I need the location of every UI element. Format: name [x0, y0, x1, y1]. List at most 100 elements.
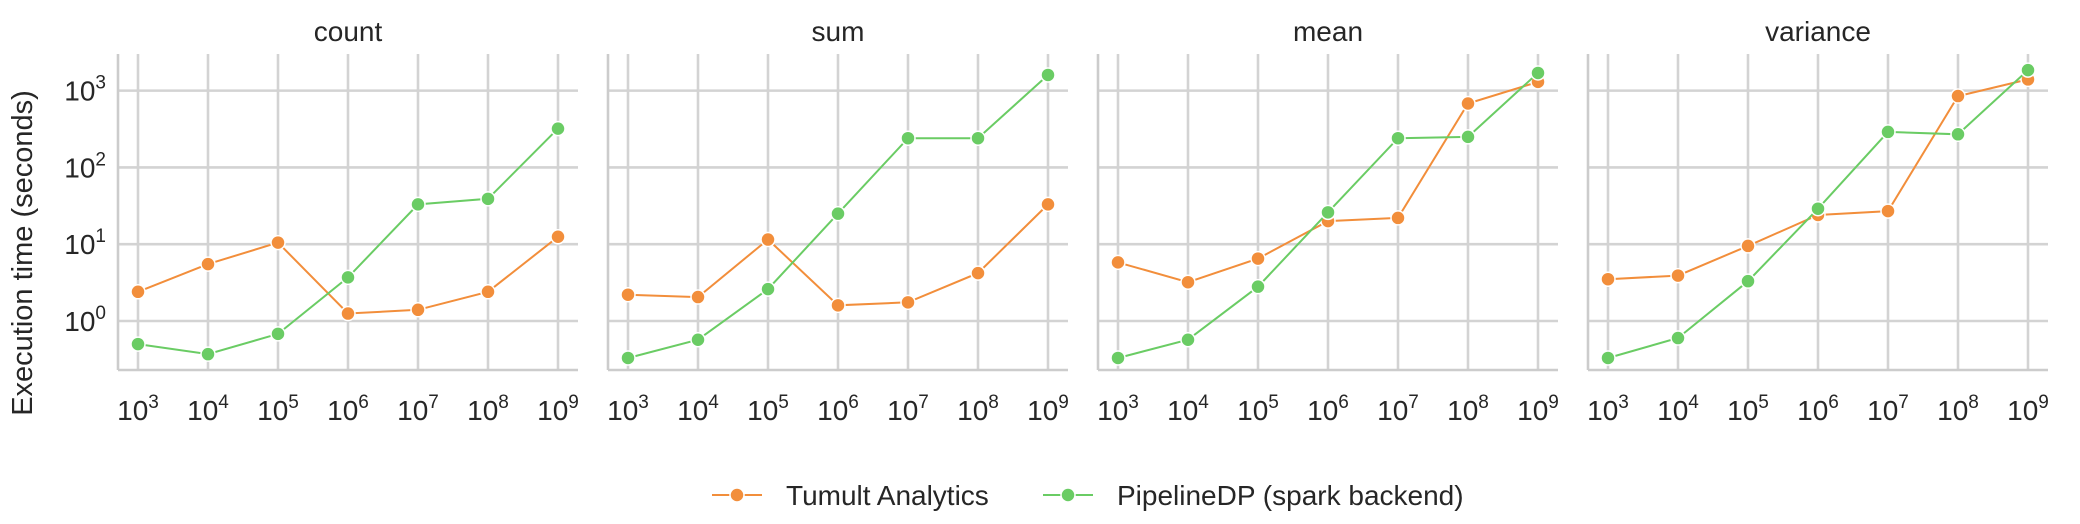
data-point-pipelinedp [270, 326, 286, 342]
legend-marker-pipelinedp [1060, 487, 1076, 503]
data-point-tumult [550, 229, 566, 245]
legend-label-pipelinedp: PipelineDP (spark backend) [1117, 480, 1464, 511]
data-point-pipelinedp [130, 336, 146, 352]
x-tick-label: 103 [1097, 392, 1139, 426]
panel-mean: mean 103 104 105 106 107 108 109 [1096, 16, 1559, 426]
data-point-pipelinedp [1320, 204, 1336, 221]
x-tick-label: 105 [257, 392, 299, 426]
data-point-tumult [1670, 267, 1686, 284]
panel-title: mean [1293, 16, 1363, 47]
data-point-tumult [900, 294, 916, 311]
x-tick-label: 108 [467, 392, 509, 426]
panel-variance: variance 103 104 105 106 107 108 109 [1586, 16, 2049, 426]
x-tick-label: 104 [1657, 392, 1699, 426]
data-point-pipelinedp [410, 196, 426, 213]
data-point-pipelinedp [200, 346, 216, 362]
x-tick-label: 104 [187, 392, 229, 426]
data-point-tumult [1950, 88, 1966, 104]
data-point-tumult [690, 289, 706, 305]
legend-label-tumult: Tumult Analytics [786, 480, 989, 511]
legend-marker-tumult [729, 487, 745, 503]
data-point-pipelinedp [1740, 273, 1756, 289]
data-point-pipelinedp [1810, 200, 1826, 217]
x-tick-label: 108 [1937, 392, 1979, 426]
data-point-pipelinedp [830, 205, 846, 222]
y-tick-label: 103 [64, 73, 106, 107]
data-point-tumult [620, 286, 636, 303]
x-tick-label: 107 [887, 392, 929, 426]
data-point-tumult [200, 256, 216, 272]
data-point-pipelinedp [690, 331, 706, 348]
data-point-pipelinedp [620, 350, 636, 366]
data-point-pipelinedp [760, 281, 776, 297]
data-point-tumult [340, 305, 356, 322]
x-tick-label: 103 [607, 392, 649, 426]
x-tick-label: 104 [677, 392, 719, 426]
panel-sum: sum 103 104 105 106 107 108 109 [606, 16, 1069, 426]
data-point-tumult [1460, 95, 1476, 112]
x-tick-label: 106 [817, 392, 859, 426]
data-point-tumult [1110, 254, 1126, 271]
data-point-pipelinedp [1390, 130, 1406, 146]
data-point-tumult [270, 234, 286, 251]
y-axis-label: Execution time (seconds) [7, 90, 39, 416]
data-point-pipelinedp [1460, 129, 1476, 145]
data-point-pipelinedp [1180, 331, 1196, 348]
data-point-pipelinedp [480, 191, 496, 207]
x-tick-label: 105 [747, 392, 789, 426]
data-point-tumult [410, 302, 426, 318]
x-tick-label: 107 [1377, 392, 1419, 426]
panel-title: count [314, 16, 383, 47]
panel-count: count 100 101 102 103 103 104 105 106 107 108 109 [64, 16, 579, 426]
data-point-tumult [1390, 210, 1406, 226]
x-tick-label: 109 [1517, 392, 1559, 426]
data-point-pipelinedp [1040, 67, 1056, 83]
data-point-pipelinedp [1880, 124, 1896, 140]
legend-item-pipelinedp: PipelineDP (spark backend) [1043, 480, 1464, 511]
x-tick-label: 108 [1447, 392, 1489, 426]
panel-title: sum [812, 16, 865, 47]
data-point-tumult [1250, 250, 1266, 267]
x-tick-label: 106 [1797, 392, 1839, 426]
data-point-tumult [1600, 271, 1616, 287]
data-point-tumult [970, 265, 986, 281]
data-point-pipelinedp [340, 269, 356, 286]
data-point-tumult [1880, 203, 1896, 219]
data-point-pipelinedp [1600, 350, 1616, 366]
x-tick-label: 106 [327, 392, 369, 426]
x-tick-label: 108 [957, 392, 999, 426]
data-point-pipelinedp [1670, 330, 1686, 346]
x-tick-label: 109 [537, 392, 579, 426]
legend-item-tumult: Tumult Analytics [712, 480, 989, 511]
x-tick-label: 109 [1027, 392, 1069, 426]
data-point-tumult [130, 284, 146, 300]
y-tick-label: 102 [64, 149, 106, 183]
data-point-pipelinedp [900, 130, 916, 146]
x-tick-label: 105 [1237, 392, 1279, 426]
panel-title: variance [1765, 16, 1871, 47]
x-tick-label: 107 [1867, 392, 1909, 426]
x-tick-label: 107 [397, 392, 439, 426]
x-tick-label: 109 [2007, 392, 2049, 426]
data-point-tumult [830, 297, 846, 314]
data-point-pipelinedp [1530, 65, 1546, 81]
x-tick-label: 104 [1167, 392, 1209, 426]
x-tick-label: 103 [117, 392, 159, 426]
x-tick-label: 103 [1587, 392, 1629, 426]
data-point-tumult [1740, 238, 1756, 254]
data-point-tumult [1180, 274, 1196, 290]
data-point-pipelinedp [550, 120, 566, 137]
data-point-pipelinedp [1110, 350, 1126, 366]
y-tick-label: 100 [64, 303, 106, 337]
x-tick-label: 105 [1727, 392, 1769, 426]
data-point-pipelinedp [2020, 62, 2036, 78]
data-point-pipelinedp [970, 130, 986, 146]
data-point-pipelinedp [1950, 126, 1966, 143]
y-tick-label: 101 [64, 226, 106, 260]
data-point-pipelinedp [1250, 278, 1266, 295]
legend: Tumult Analytics PipelineDP (spark backe… [712, 480, 1464, 511]
data-point-tumult [480, 284, 496, 300]
x-tick-label: 106 [1307, 392, 1349, 426]
